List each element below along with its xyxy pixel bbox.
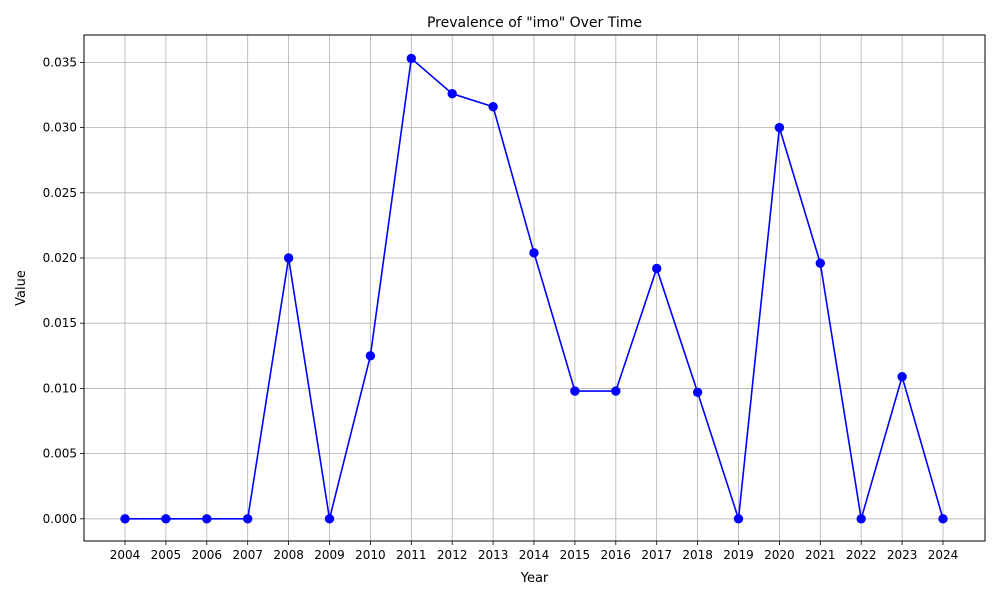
y-tick-label: 0.010 (43, 381, 77, 395)
data-point-2023 (897, 371, 907, 382)
x-tick-label: 2023 (887, 548, 918, 562)
data-point-2005 (161, 514, 171, 524)
chart-title: Prevalence of "imo" Over Time (427, 15, 642, 31)
y-tick-label: 0.020 (43, 251, 77, 265)
x-tick-label: 2004 (110, 548, 141, 562)
data-point-2021 (815, 258, 825, 268)
x-tick-label: 2019 (723, 548, 754, 562)
data-point-2020 (774, 122, 785, 133)
x-tick-label: 2010 (355, 548, 386, 562)
data-point-2009 (324, 514, 335, 524)
data-point-2013 (488, 102, 498, 112)
grid-lines (84, 35, 985, 541)
x-tick-label: 2011 (396, 548, 427, 562)
x-tick-label: 2013 (478, 548, 509, 562)
x-tick-label: 2007 (232, 548, 263, 562)
data-point-2008 (283, 253, 294, 263)
y-tick-label: 0.015 (43, 316, 77, 330)
x-tick-label: 2021 (805, 548, 836, 562)
data-point-2007 (243, 514, 253, 524)
data-point-2011 (406, 53, 416, 64)
data-point-2024 (938, 514, 948, 524)
x-axis-label: Year (520, 571, 549, 586)
x-tick-label: 2018 (682, 548, 713, 562)
y-tick-label: 0.000 (43, 512, 77, 526)
x-tick-label: 2022 (846, 548, 877, 562)
x-tick-label: 2015 (560, 548, 591, 562)
data-point-2014 (529, 248, 539, 258)
plot-frame (83, 34, 986, 542)
series-line (120, 53, 948, 524)
x-tick-label: 2012 (437, 548, 468, 562)
x-tick-label: 2009 (314, 548, 345, 562)
y-tick-label: 0.035 (43, 55, 77, 69)
y-tick-label: 0.005 (43, 447, 77, 461)
data-point-2017 (652, 263, 662, 274)
y-tick-label: 0.025 (43, 186, 77, 200)
x-tick-label: 2008 (273, 548, 304, 562)
x-tick-label: 2017 (641, 548, 672, 562)
y-axis-label: Value (14, 270, 29, 306)
x-tick-label: 2024 (928, 548, 959, 562)
data-point-2016 (611, 386, 621, 396)
x-tick-label: 2016 (601, 548, 632, 562)
data-point-2019 (733, 514, 744, 524)
data-point-2004 (120, 514, 130, 524)
x-tick-label: 2006 (192, 548, 223, 562)
y-tick-label: 0.030 (43, 121, 77, 135)
x-tick-label: 2005 (151, 548, 182, 562)
data-point-2010 (365, 351, 376, 361)
x-tick-label: 2014 (519, 548, 550, 562)
x-tick-label: 2020 (764, 548, 795, 562)
data-point-2018 (692, 387, 703, 398)
data-point-2012 (447, 88, 457, 99)
data-point-2006 (202, 514, 212, 524)
x-axis-ticks: 2004 2005 2006 2007 2008 2009 2010 2011 2012 2013… (110, 541, 959, 562)
data-point-2015 (570, 386, 580, 396)
data-point-2022 (856, 514, 866, 524)
y-axis-ticks: 0.000 0.005 0.010 0.015 0.020 0.025 0.030 0.035 (43, 55, 84, 526)
